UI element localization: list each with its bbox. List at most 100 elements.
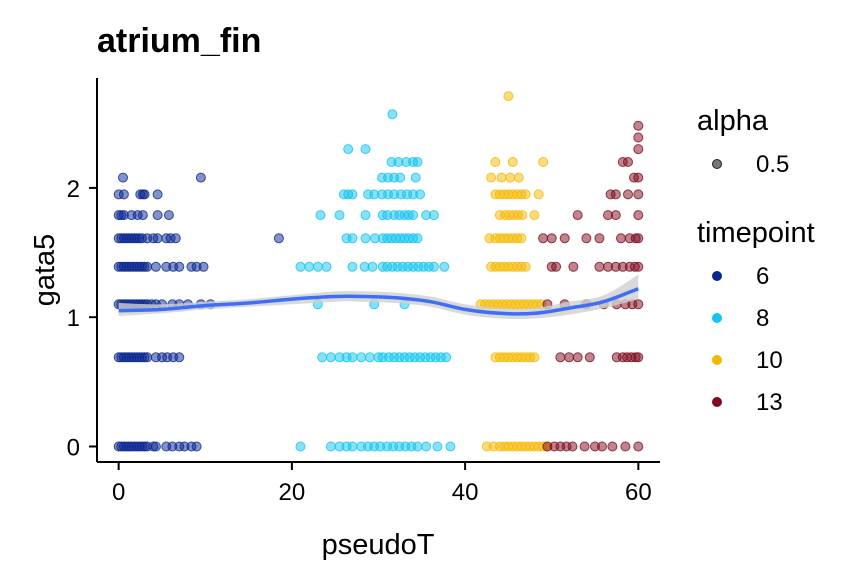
data-point: [584, 352, 595, 363]
data-point: [364, 352, 375, 363]
data-point: [367, 261, 378, 272]
data-point: [633, 233, 644, 244]
x-tick-label: 20: [279, 479, 306, 506]
data-point: [325, 352, 336, 363]
data-point: [496, 172, 507, 183]
data-point: [347, 261, 358, 272]
legend-key: [712, 397, 722, 407]
data-point: [551, 261, 562, 272]
data-point: [347, 352, 358, 363]
data-point: [191, 441, 202, 452]
data-point: [623, 189, 633, 200]
data-point: [195, 172, 206, 183]
data-point: [137, 210, 148, 221]
data-point: [295, 441, 306, 452]
data-point: [118, 172, 128, 183]
legend-key: [712, 313, 722, 323]
data-point: [555, 352, 566, 363]
plot-area: [113, 91, 644, 452]
data-point: [142, 261, 153, 272]
data-point: [633, 172, 644, 183]
legend-key: [712, 271, 722, 281]
data-point: [347, 189, 358, 200]
data-point: [486, 172, 497, 183]
data-point: [538, 233, 549, 244]
data-point: [174, 261, 185, 272]
data-point: [321, 261, 332, 272]
data-point: [564, 352, 575, 363]
data-point: [428, 210, 439, 221]
data-point: [415, 189, 426, 200]
legend-label: 13: [756, 389, 783, 416]
data-point: [152, 210, 163, 221]
data-point: [312, 261, 323, 272]
data-point: [633, 210, 644, 221]
legend-title: alpha: [697, 105, 769, 137]
x-tick-label: 40: [452, 479, 479, 506]
data-point: [633, 261, 644, 272]
data-point: [490, 157, 501, 167]
legend: alpha 0.5 timepoint 6 8 10 13: [697, 105, 815, 416]
data-point: [334, 210, 345, 221]
data-point: [412, 157, 423, 167]
data-point: [559, 233, 570, 244]
data-point: [387, 109, 398, 120]
data-point: [503, 91, 514, 102]
data-point: [633, 441, 644, 452]
data-point: [633, 189, 644, 200]
series-10: [475, 91, 553, 452]
data-point: [360, 210, 371, 221]
data-point: [607, 441, 618, 452]
data-point: [410, 172, 421, 183]
data-point: [623, 157, 633, 167]
data-point: [579, 441, 590, 452]
data-point: [174, 352, 185, 363]
data-point: [432, 441, 443, 452]
data-point: [568, 261, 579, 272]
data-point: [163, 210, 174, 221]
x-tick-label: 0: [112, 479, 125, 506]
series-13: [538, 120, 644, 452]
data-point: [516, 233, 527, 244]
legend-label: 0.5: [756, 151, 789, 178]
data-point: [412, 233, 423, 244]
data-point: [152, 233, 163, 244]
data-point: [546, 233, 557, 244]
data-point: [594, 233, 605, 244]
legend-title: timepoint: [697, 217, 815, 249]
axes: 0 20 40 60 0 1 2: [67, 78, 660, 506]
data-point: [507, 157, 518, 167]
y-tick-label: 0: [67, 434, 80, 461]
data-point: [610, 210, 621, 221]
data-point: [633, 299, 644, 310]
legend-key: [712, 355, 722, 365]
legend-key: [712, 159, 722, 169]
chart-title: atrium_fin: [97, 22, 261, 60]
series-8: [295, 109, 456, 452]
data-point: [533, 189, 544, 200]
data-point: [520, 261, 531, 272]
data-point: [150, 441, 161, 452]
smooth-line: [118, 287, 639, 316]
x-axis-title: pseudoT: [322, 529, 435, 561]
data-point: [633, 120, 644, 131]
data-point: [572, 210, 583, 221]
data-point: [343, 144, 354, 155]
data-point: [529, 210, 540, 221]
data-point: [347, 233, 358, 244]
data-point: [295, 261, 306, 272]
data-point: [139, 189, 150, 200]
data-point: [439, 261, 450, 272]
data-point: [360, 233, 371, 244]
data-point: [317, 352, 328, 363]
data-point: [325, 441, 336, 452]
data-point: [594, 261, 605, 272]
data-point: [538, 157, 549, 167]
data-point: [150, 261, 161, 272]
data-point: [315, 210, 326, 221]
data-point: [395, 172, 406, 183]
legend-label: 6: [756, 263, 769, 290]
data-point: [567, 441, 578, 452]
data-point: [170, 233, 181, 244]
